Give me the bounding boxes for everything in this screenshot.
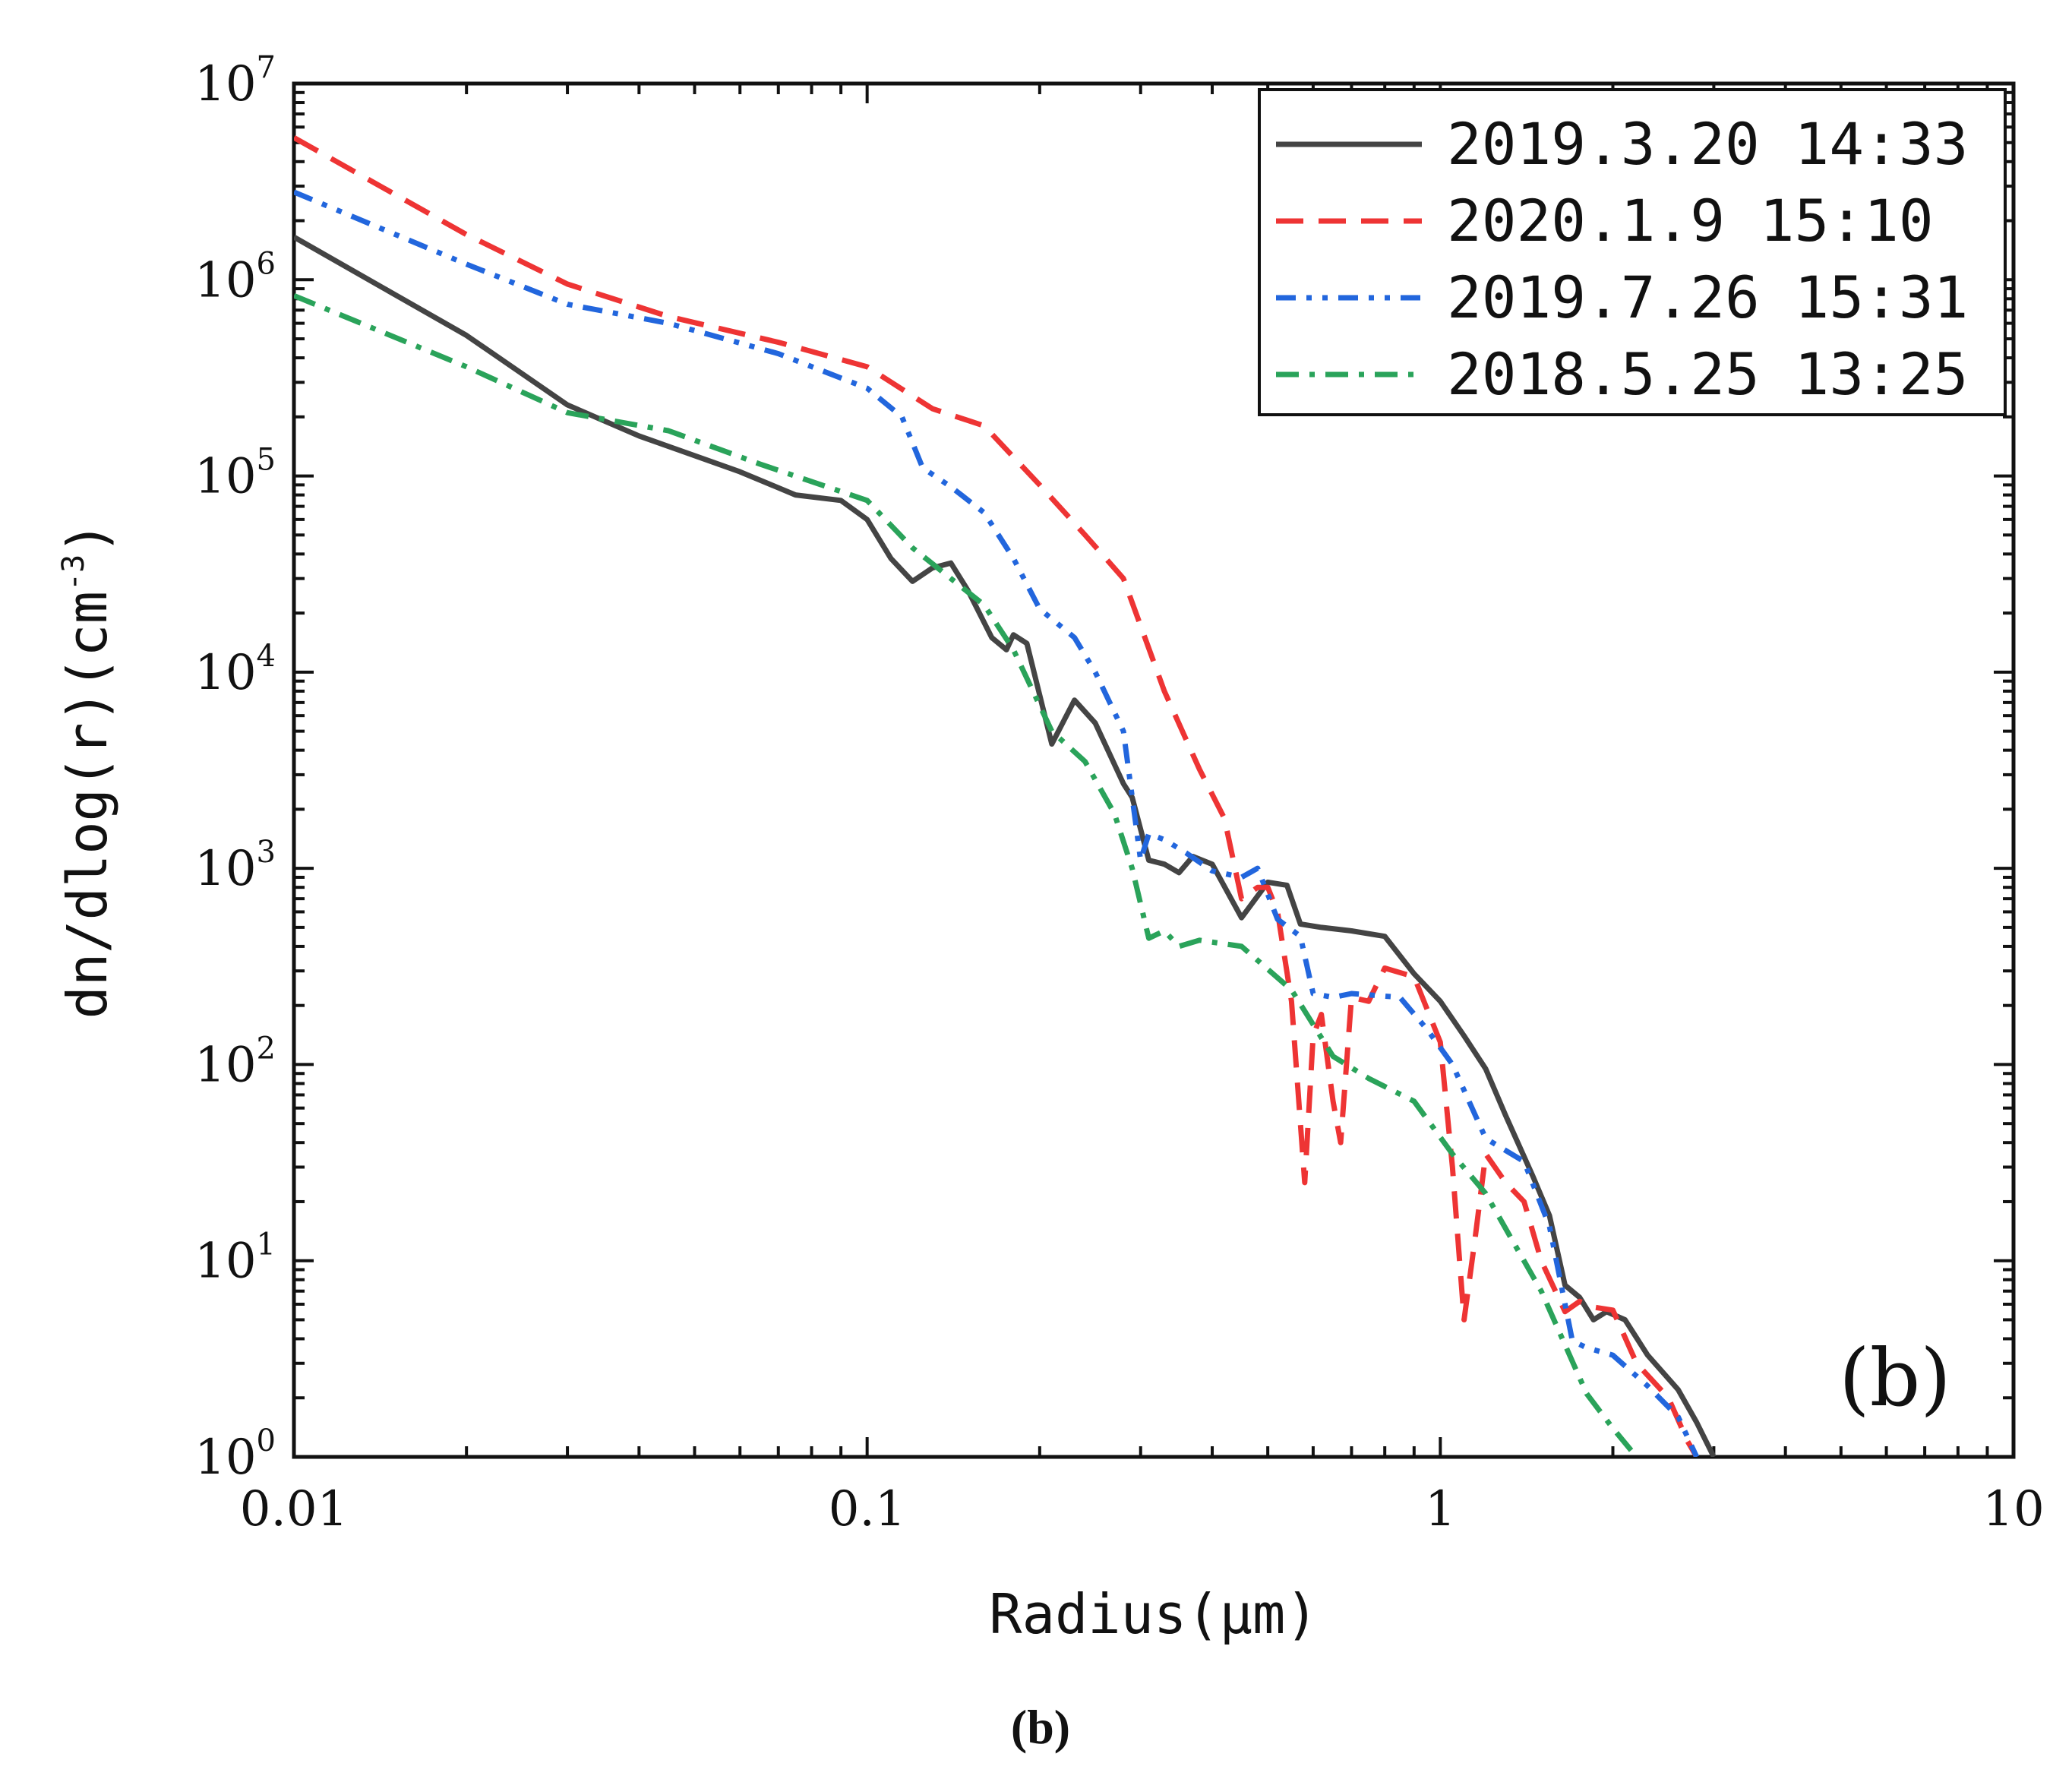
series-lines bbox=[294, 135, 1717, 1457]
y-tick-label-exponent: 7 bbox=[257, 50, 276, 85]
series-line-3 bbox=[294, 189, 1699, 1457]
legend-label: 2020.1.9 15:10 bbox=[1447, 187, 1934, 254]
y-tick-label-base: 10 bbox=[194, 1430, 256, 1486]
y-tick-label-base: 10 bbox=[194, 449, 256, 505]
series-line-1 bbox=[294, 235, 1717, 1457]
y-axis-title-base: dn/dlog(r)(cm bbox=[55, 591, 119, 1019]
y-tick-label-exponent: 5 bbox=[257, 443, 276, 478]
y-tick-label-exponent: 3 bbox=[257, 835, 276, 870]
y-tick-label: 107 bbox=[194, 50, 276, 112]
legend: 2019.3.20 14:33 2020.1.9 15:10 2019.7.26 1… bbox=[1258, 88, 2007, 416]
y-tick-label-base: 10 bbox=[194, 841, 256, 897]
y-tick-label: 104 bbox=[194, 639, 276, 701]
plot-area-frame bbox=[292, 81, 2016, 1459]
panel-label: (b) bbox=[1839, 1332, 1951, 1424]
y-tick-label-exponent: 4 bbox=[257, 639, 276, 674]
x-axis-title: Radius(μm) bbox=[989, 1582, 1318, 1646]
y-axis-title-close: ) bbox=[55, 521, 119, 554]
y-tick-label-base: 10 bbox=[194, 1037, 256, 1093]
y-tick-label: 102 bbox=[194, 1031, 276, 1093]
y-axis-title-sup: -3 bbox=[56, 555, 91, 591]
y-tick-label-exponent: 6 bbox=[257, 246, 276, 281]
legend-label: 2019.3.20 14:33 bbox=[1447, 110, 1968, 178]
y-tick-label-exponent: 0 bbox=[257, 1423, 276, 1458]
axis-ticks bbox=[292, 82, 2015, 1458]
y-tick-label: 100 bbox=[194, 1423, 276, 1486]
legend-label: 2019.7.26 15:31 bbox=[1447, 264, 1968, 331]
y-tick-label-base: 10 bbox=[194, 1234, 256, 1290]
x-tick-labels: 0.01 0.1 1 10 bbox=[240, 1481, 2045, 1537]
x-tick-label: 1 bbox=[1425, 1481, 1456, 1537]
y-tick-label: 106 bbox=[194, 246, 276, 308]
y-tick-label: 103 bbox=[194, 835, 276, 897]
y-tick-label-base: 10 bbox=[194, 56, 256, 112]
y-tick-label-exponent: 2 bbox=[257, 1031, 276, 1066]
y-tick-label: 101 bbox=[194, 1227, 276, 1290]
figure-caption: (b) bbox=[1011, 1700, 1070, 1754]
y-tick-label-base: 10 bbox=[194, 252, 256, 308]
x-tick-label: 10 bbox=[1982, 1481, 2044, 1537]
y-tick-label-base: 10 bbox=[194, 645, 256, 701]
x-tick-label: 0.01 bbox=[240, 1481, 349, 1537]
y-axis-title: dn/dlog(r)(cm-3) bbox=[55, 521, 119, 1019]
legend-label: 2018.5.25 13:25 bbox=[1447, 340, 1968, 408]
y-tick-label-exponent: 1 bbox=[257, 1227, 276, 1262]
series-line-2 bbox=[294, 135, 1699, 1457]
x-tick-label: 0.1 bbox=[829, 1481, 906, 1537]
series-line-4 bbox=[294, 292, 1639, 1457]
y-tick-label: 105 bbox=[194, 443, 276, 505]
